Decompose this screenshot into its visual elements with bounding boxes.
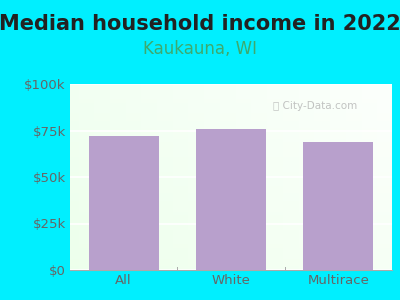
Text: Median household income in 2022: Median household income in 2022 — [0, 14, 400, 34]
Text: Kaukauna, WI: Kaukauna, WI — [143, 40, 257, 58]
Bar — [196, 129, 266, 270]
Bar — [304, 142, 373, 270]
Text: ⓘ City-Data.com: ⓘ City-Data.com — [272, 101, 357, 111]
Bar — [89, 136, 158, 270]
